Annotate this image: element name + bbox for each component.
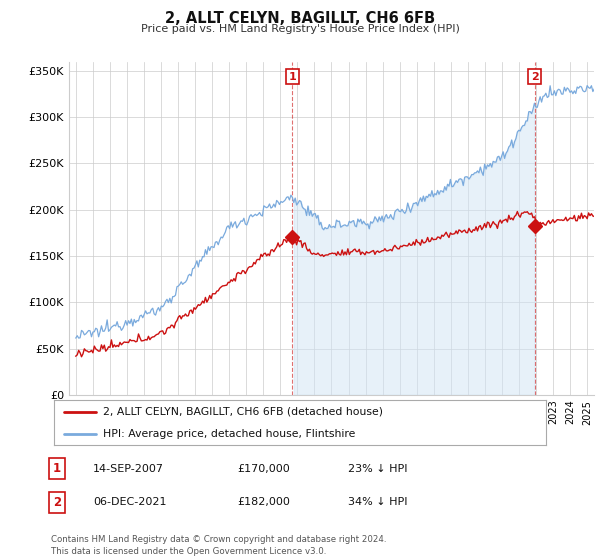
Text: 14-SEP-2007: 14-SEP-2007: [93, 464, 164, 474]
Text: HPI: Average price, detached house, Flintshire: HPI: Average price, detached house, Flin…: [103, 429, 356, 439]
Text: 34% ↓ HPI: 34% ↓ HPI: [348, 497, 407, 507]
Text: 23% ↓ HPI: 23% ↓ HPI: [348, 464, 407, 474]
Text: 2, ALLT CELYN, BAGILLT, CH6 6FB (detached house): 2, ALLT CELYN, BAGILLT, CH6 6FB (detache…: [103, 407, 383, 417]
Text: 2: 2: [531, 72, 539, 82]
Text: 06-DEC-2021: 06-DEC-2021: [93, 497, 167, 507]
Text: Price paid vs. HM Land Registry's House Price Index (HPI): Price paid vs. HM Land Registry's House …: [140, 24, 460, 34]
Text: £182,000: £182,000: [237, 497, 290, 507]
Text: 1: 1: [289, 72, 296, 82]
Text: Contains HM Land Registry data © Crown copyright and database right 2024.
This d: Contains HM Land Registry data © Crown c…: [51, 535, 386, 556]
Text: £170,000: £170,000: [237, 464, 290, 474]
Text: 2, ALLT CELYN, BAGILLT, CH6 6FB: 2, ALLT CELYN, BAGILLT, CH6 6FB: [165, 11, 435, 26]
Text: 2: 2: [53, 496, 61, 509]
Text: 1: 1: [53, 462, 61, 475]
